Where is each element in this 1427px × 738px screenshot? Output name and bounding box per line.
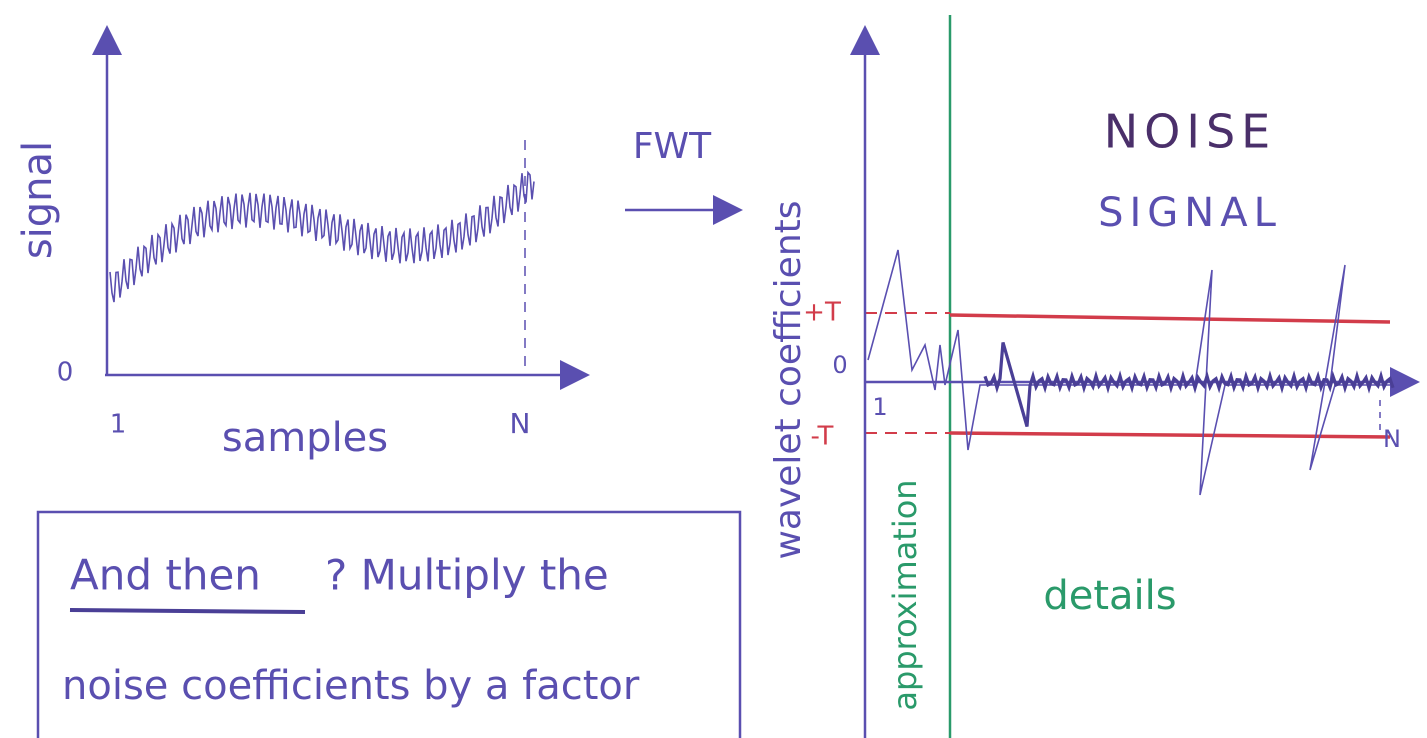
x-end: N	[1383, 425, 1401, 453]
diagram: signal 0 1 samples N FWT wavelet coeffic…	[0, 0, 1427, 738]
underline	[70, 610, 305, 612]
transform-label: FWT	[633, 126, 712, 167]
x-start: 1	[110, 410, 127, 440]
signal-curve	[110, 173, 534, 303]
lower-threshold: -T	[811, 422, 834, 452]
noise-title: NOISE	[1104, 105, 1276, 159]
approximation-label: approximation	[886, 479, 924, 710]
x-end: N	[510, 407, 531, 440]
note-text: ? Multiply the	[325, 551, 609, 600]
y-label: wavelet coefficients	[768, 200, 809, 559]
x-start: 1	[872, 393, 887, 421]
note-emphasis: And then	[70, 551, 261, 600]
origin: 0	[832, 351, 847, 379]
left-axes	[105, 30, 585, 375]
signal-subtitle: SIGNAL	[1098, 190, 1282, 236]
noise-curve	[985, 343, 1393, 427]
x-label: samples	[222, 415, 388, 461]
upper-threshold: +T	[803, 298, 841, 328]
y-label: signal	[15, 141, 61, 259]
coefficient-curve	[868, 250, 1395, 495]
note-text: noise coefficients by a factor	[62, 663, 640, 709]
origin: 0	[57, 358, 74, 388]
details-label: details	[1043, 573, 1176, 619]
